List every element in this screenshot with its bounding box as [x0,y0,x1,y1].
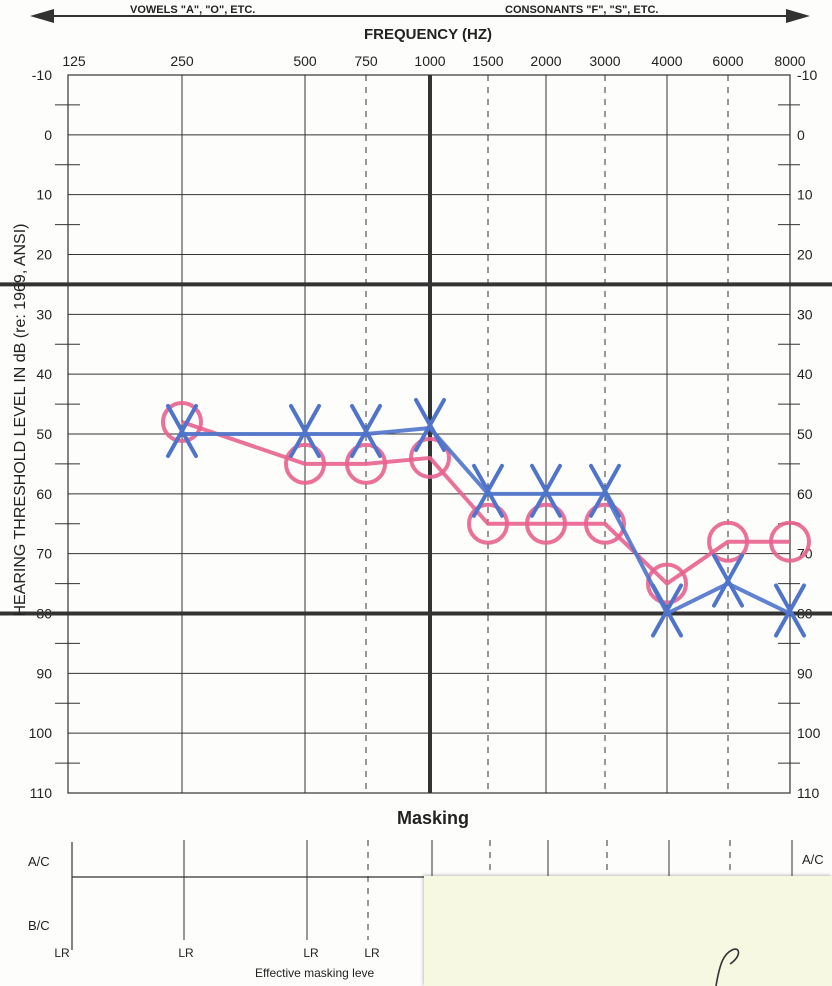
data-point-circle [769,520,811,563]
x-tick-label: 6000 [712,53,743,69]
y-tick-label-left: 110 [30,785,53,801]
x-tick-label: 125 [62,53,86,69]
banner-arrow-left [30,9,54,23]
data-point-x [712,553,744,608]
data-point-x [414,398,446,453]
x-tick-label: 4000 [651,53,682,69]
y-tick-label-right: 50 [797,426,813,442]
y-tick-label-left: 20 [36,247,52,263]
y-tick-label-left: 30 [36,306,52,322]
handwriting-mark [715,948,740,986]
y-tick-label-left: 100 [29,725,53,741]
masking-title: Masking [397,808,469,828]
data-point-circle [345,442,387,485]
y-tick-label-left: 0 [44,127,52,143]
data-point-circle [467,502,509,545]
masking-lr-label: LR [364,946,380,960]
banner-left-label: VOWELS "A", "O", ETC. [130,4,255,16]
y-tick-label-left: 60 [36,486,52,502]
data-point-circle [646,562,688,605]
series-line-X [182,426,791,616]
masking-footer: Effective masking leve [255,966,374,980]
data-point-circle [707,520,749,563]
data-point-circle [284,442,326,485]
y-tick-label-left: 40 [36,366,52,382]
data-point-x [530,463,562,518]
chart-title: FREQUENCY (HZ) [364,26,492,43]
y-tick-label-right: -10 [797,67,817,83]
y-tick-label-right: 100 [797,725,821,741]
banner-right-label: CONSONANTS "F", "S", ETC. [505,4,658,16]
data-point-x [774,583,806,638]
y-tick-label-left: 10 [36,187,52,203]
data-point-x [589,463,621,518]
data-point-circle [161,401,203,444]
data-point-circle [584,502,626,545]
data-point-x [651,583,683,638]
masking-lr-label: LR [178,946,194,960]
masking-row-label: B/C [28,918,50,933]
data-point-x [166,404,198,458]
data-point-x [350,404,382,458]
masking-row-label: A/C [28,854,50,869]
y-tick-label-left: 70 [36,546,52,562]
y-tick-label-right: 10 [797,187,813,203]
masking-lr-label: LR [303,946,319,960]
x-tick-label: 8000 [774,53,805,69]
banner-arrow-right [786,9,810,23]
y-tick-label-right: 30 [797,306,813,322]
data-point-circle [409,436,451,479]
y-tick-label-right: 40 [797,366,813,382]
x-tick-label: 500 [293,53,317,69]
x-tick-label: 3000 [589,53,620,69]
x-tick-label: 750 [354,53,378,69]
y-tick-label-right: 60 [797,486,813,502]
x-tick-label: 1000 [414,53,445,69]
y-axis-label: HEARING THRESHOLD LEVEL IN dB (re: 1969,… [12,223,29,616]
y-tick-label-left: 50 [36,426,52,442]
y-tick-label-left: -10 [32,67,52,83]
sticky-note [424,876,832,986]
y-tick-label-right: 110 [797,785,820,801]
x-tick-label: 1500 [472,53,503,69]
series-line-O [181,420,790,586]
masking-lr-label: LR [54,946,70,960]
y-tick-label-left: 90 [36,665,52,681]
masking-row-label-right: A/C [802,852,824,867]
y-tick-label-right: 0 [797,127,805,143]
x-tick-label: 2000 [530,53,561,69]
x-tick-label: 250 [170,53,194,69]
data-point-x [289,404,321,458]
data-point-x [472,463,504,518]
y-tick-label-right: 90 [797,665,813,681]
y-tick-label-right: 20 [797,247,813,263]
data-point-circle [525,502,567,545]
